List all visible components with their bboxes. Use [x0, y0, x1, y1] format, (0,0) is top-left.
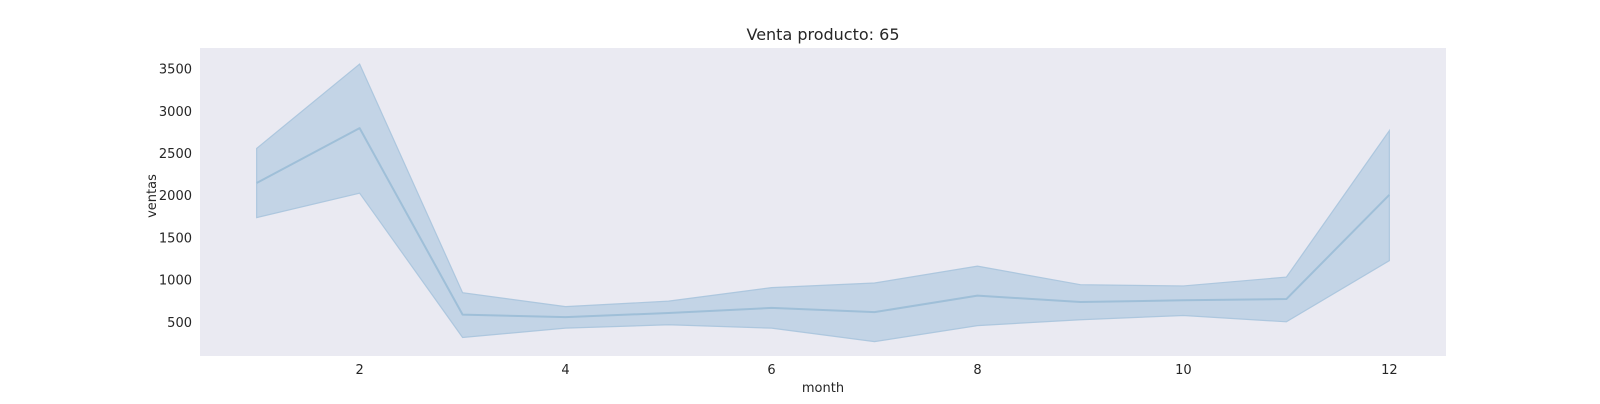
data-point — [255, 181, 259, 185]
y-tick-label: 1000 — [159, 274, 192, 289]
y-tick-label: 3500 — [159, 63, 192, 78]
y-tick-label: 2500 — [159, 147, 192, 162]
y-axis-ticks: 500 1000 1500 2000 2500 3000 3500 — [159, 63, 192, 331]
y-axis-label: ventas — [145, 174, 160, 218]
x-tick-label: 4 — [561, 363, 569, 378]
x-tick-label: 6 — [767, 363, 775, 378]
series-line-layer — [255, 126, 1391, 319]
data-point — [1181, 298, 1185, 302]
x-axis-ticks: 2 4 6 8 10 12 — [355, 363, 1397, 378]
series-line — [256, 127, 1391, 319]
data-point — [975, 294, 979, 298]
x-tick-label: 2 — [355, 363, 363, 378]
data-point — [1078, 300, 1082, 304]
data-point — [1387, 193, 1391, 197]
data-point — [1284, 297, 1288, 301]
data-point — [872, 310, 876, 314]
data-point — [564, 315, 568, 319]
y-tick-label: 1500 — [159, 231, 192, 246]
data-point — [667, 311, 671, 315]
y-tick-label: 500 — [167, 316, 192, 331]
data-point — [461, 313, 465, 317]
confidence-band — [256, 63, 1390, 343]
y-tick-label: 3000 — [159, 105, 192, 120]
x-tick-label: 8 — [973, 363, 981, 378]
data-point — [770, 306, 774, 310]
y-tick-label: 2000 — [159, 189, 192, 204]
data-point — [358, 126, 362, 130]
confidence-band-layer — [256, 63, 1390, 343]
x-tick-label: 12 — [1381, 363, 1398, 378]
x-tick-label: 10 — [1175, 363, 1192, 378]
x-axis-label: month — [802, 381, 844, 396]
chart-title: Venta producto: 65 — [746, 25, 899, 44]
